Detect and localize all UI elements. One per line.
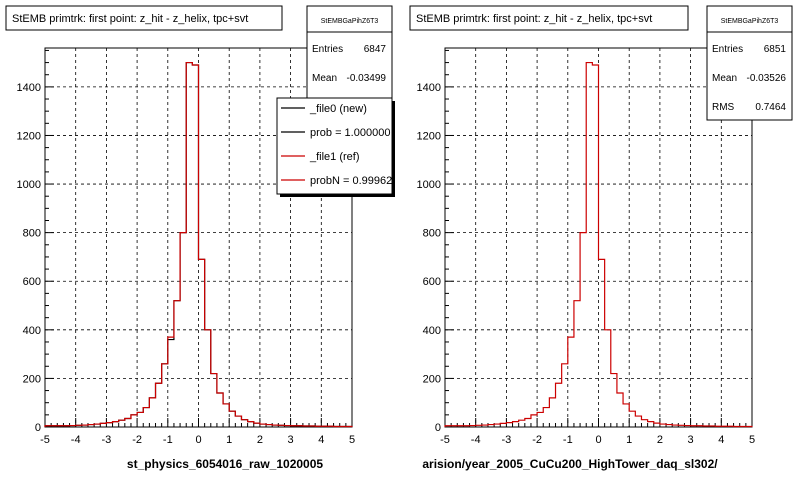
x-tick-label: 1 bbox=[226, 434, 232, 446]
legend-label: prob = 1.000000 bbox=[310, 127, 390, 139]
right-histogram-panel: -5 -4 -3 -2 -1 0 1 2 3 4 5 0 200 400 600 800 1000 1200 140… bbox=[409, 5, 793, 471]
chart-title: StEMB primtrk: first point: z_hit - z_he… bbox=[416, 13, 652, 25]
stats-box bbox=[706, 5, 793, 121]
y-tick-label: 200 bbox=[423, 373, 441, 385]
stats-label: Entries bbox=[712, 44, 743, 55]
x-tick-label: -5 bbox=[440, 434, 450, 446]
stats-value: -0.03499 bbox=[347, 73, 387, 84]
x-axis-label: st_physics_6054016_raw_1020005 bbox=[127, 457, 323, 471]
stats-title: StEMBGaPihZ6T3 bbox=[721, 18, 779, 25]
x-tick-label: -4 bbox=[71, 434, 81, 446]
x-tick-label: 1 bbox=[626, 434, 632, 446]
histogram-series-1 bbox=[44, 61, 353, 428]
stats-title: StEMBGaPihZ6T3 bbox=[321, 18, 379, 25]
histogram-series-0 bbox=[444, 61, 753, 428]
stats-value: 0.7464 bbox=[755, 102, 786, 113]
y-tick-label: 1200 bbox=[417, 130, 441, 142]
x-tick-label: 4 bbox=[718, 434, 724, 446]
x-tick-label: 3 bbox=[688, 434, 694, 446]
y-tick-label: 200 bbox=[23, 373, 41, 385]
y-tick-label: 1000 bbox=[17, 179, 41, 191]
x-tick-label: -3 bbox=[102, 434, 112, 446]
x-tick-label: -1 bbox=[563, 434, 573, 446]
x-tick-label: -4 bbox=[471, 434, 481, 446]
legend-label: _file0 (new) bbox=[309, 103, 367, 115]
stats-label: Mean bbox=[712, 73, 737, 84]
x-tick-label: -2 bbox=[532, 434, 542, 446]
x-tick-label: -5 bbox=[40, 434, 50, 446]
x-tick-label: 0 bbox=[195, 434, 201, 446]
x-tick-label: -2 bbox=[132, 434, 142, 446]
title-box bbox=[5, 5, 283, 31]
x-tick-label: -1 bbox=[163, 434, 173, 446]
y-tick-label: 1400 bbox=[17, 82, 41, 94]
stats-value: 6851 bbox=[764, 44, 787, 55]
stats-label: Mean bbox=[312, 73, 337, 84]
y-tick-label: 800 bbox=[23, 228, 41, 240]
x-tick-label: 2 bbox=[657, 434, 663, 446]
y-tick-label: 0 bbox=[435, 422, 441, 434]
stats-value: -0.03526 bbox=[747, 73, 787, 84]
y-tick-label: 0 bbox=[35, 422, 41, 434]
title-box bbox=[409, 5, 689, 31]
stats-value: 6847 bbox=[364, 44, 387, 55]
y-tick-label: 800 bbox=[423, 228, 441, 240]
x-tick-label: 2 bbox=[257, 434, 263, 446]
legend-label: _file1 (ref) bbox=[309, 151, 360, 163]
y-tick-label: 600 bbox=[23, 276, 41, 288]
y-tick-label: 1000 bbox=[417, 179, 441, 191]
x-tick-label: 5 bbox=[349, 434, 355, 446]
y-tick-label: 1200 bbox=[17, 130, 41, 142]
stats-label: Entries bbox=[312, 44, 343, 55]
x-tick-label: -3 bbox=[502, 434, 512, 446]
chart-title: StEMB primtrk: first point: z_hit - z_he… bbox=[12, 13, 248, 25]
legend-label: probN = 0.99962 bbox=[310, 175, 392, 187]
stats-box bbox=[306, 5, 393, 99]
x-tick-label: 4 bbox=[318, 434, 324, 446]
x-tick-label: 5 bbox=[749, 434, 755, 446]
x-tick-label: 3 bbox=[288, 434, 294, 446]
y-tick-label: 400 bbox=[23, 325, 41, 337]
y-tick-label: 1400 bbox=[417, 82, 441, 94]
stats-label: RMS bbox=[712, 102, 735, 113]
y-tick-label: 400 bbox=[423, 325, 441, 337]
x-axis-label: arision/year_2005_CuCu200_HighTower_daq_… bbox=[422, 457, 718, 471]
legend-box bbox=[276, 97, 393, 195]
left-histogram-panel: -5 -4 -3 -2 -1 0 1 2 3 4 5 0 200 400 600 800 1000 1200 140… bbox=[5, 5, 395, 471]
x-tick-label: 0 bbox=[595, 434, 601, 446]
y-tick-label: 600 bbox=[423, 276, 441, 288]
